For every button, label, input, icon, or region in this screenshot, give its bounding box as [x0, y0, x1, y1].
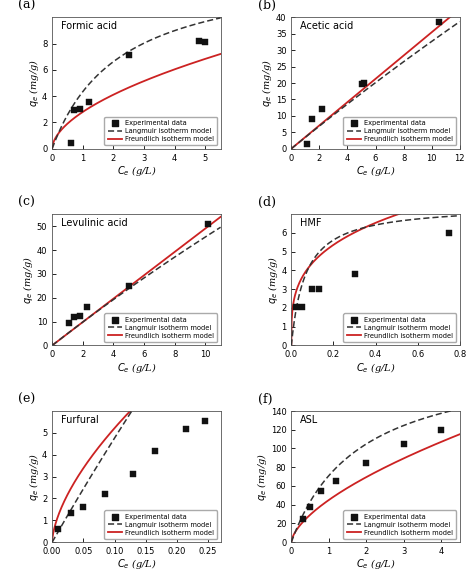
Text: HMF: HMF	[300, 218, 321, 228]
Legend: Experimental data, Langmuir isotherm model, Freundlich isotherm model: Experimental data, Langmuir isotherm mod…	[104, 117, 217, 145]
Point	[299, 514, 306, 524]
Point	[80, 503, 87, 512]
Text: (b): (b)	[258, 0, 276, 12]
Text: Formic acid: Formic acid	[61, 22, 117, 31]
Point	[319, 105, 326, 114]
Y-axis label: $q_e$ (mg/g): $q_e$ (mg/g)	[255, 452, 269, 501]
Point	[309, 285, 316, 294]
Point	[201, 38, 209, 47]
X-axis label: $C_e$ (g/L): $C_e$ (g/L)	[117, 164, 156, 178]
Point	[125, 50, 133, 59]
Text: (f): (f)	[258, 393, 272, 406]
Point	[129, 470, 137, 479]
Point	[351, 269, 358, 279]
Y-axis label: $q_e$ (mg/g): $q_e$ (mg/g)	[27, 452, 40, 501]
X-axis label: $C_e$ (g/L): $C_e$ (g/L)	[117, 557, 156, 571]
Point	[85, 97, 93, 107]
Point	[151, 447, 159, 456]
Point	[309, 114, 316, 124]
Text: (d): (d)	[258, 196, 276, 209]
Legend: Experimental data, Langmuir isotherm model, Freundlich isotherm model: Experimental data, Langmuir isotherm mod…	[344, 314, 456, 342]
X-axis label: $C_e$ (g/L): $C_e$ (g/L)	[117, 361, 156, 375]
Y-axis label: $q_e$ (mg/g): $q_e$ (mg/g)	[21, 256, 35, 304]
Legend: Experimental data, Langmuir isotherm model, Freundlich isotherm model: Experimental data, Langmuir isotherm mod…	[104, 314, 217, 342]
Point	[205, 219, 212, 229]
Y-axis label: $q_e$ (mg/g): $q_e$ (mg/g)	[266, 256, 280, 304]
Text: Acetic acid: Acetic acid	[300, 22, 353, 31]
Point	[435, 17, 443, 27]
Text: (a): (a)	[18, 0, 36, 12]
Legend: Experimental data, Langmuir isotherm model, Freundlich isotherm model: Experimental data, Langmuir isotherm mod…	[344, 510, 456, 539]
Point	[358, 79, 365, 89]
Point	[65, 319, 73, 328]
Point	[361, 78, 368, 87]
Point	[71, 106, 78, 115]
Point	[446, 229, 453, 238]
Point	[298, 303, 306, 312]
Point	[332, 477, 340, 486]
Y-axis label: $q_e$ (mg/g): $q_e$ (mg/g)	[27, 59, 40, 107]
Y-axis label: $q_e$ (mg/g): $q_e$ (mg/g)	[260, 59, 274, 107]
Point	[83, 303, 91, 312]
Point	[76, 105, 83, 114]
Point	[201, 416, 209, 426]
Point	[182, 424, 190, 433]
Point	[70, 312, 77, 321]
Point	[195, 36, 203, 46]
Point	[303, 139, 310, 149]
Point	[125, 281, 133, 290]
Point	[400, 439, 408, 448]
Point	[438, 425, 445, 434]
Text: (c): (c)	[18, 196, 36, 209]
Point	[318, 486, 325, 496]
Point	[76, 312, 83, 321]
Point	[55, 524, 62, 533]
Point	[315, 285, 322, 294]
X-axis label: $C_e$ (g/L): $C_e$ (g/L)	[356, 164, 395, 178]
Text: ASL: ASL	[300, 415, 318, 425]
Point	[363, 458, 370, 467]
Text: Levulinic acid: Levulinic acid	[61, 218, 127, 228]
Point	[292, 303, 300, 312]
Point	[68, 139, 75, 148]
Legend: Experimental data, Langmuir isotherm model, Freundlich isotherm model: Experimental data, Langmuir isotherm mod…	[344, 117, 456, 145]
Point	[306, 502, 314, 511]
Point	[101, 490, 109, 499]
Legend: Experimental data, Langmuir isotherm model, Freundlich isotherm model: Experimental data, Langmuir isotherm mod…	[104, 510, 217, 539]
Text: Furfural: Furfural	[61, 415, 98, 425]
X-axis label: $C_e$ (g/L): $C_e$ (g/L)	[356, 361, 395, 375]
X-axis label: $C_e$ (g/L): $C_e$ (g/L)	[356, 557, 395, 571]
Text: (e): (e)	[18, 393, 36, 406]
Point	[67, 508, 74, 517]
